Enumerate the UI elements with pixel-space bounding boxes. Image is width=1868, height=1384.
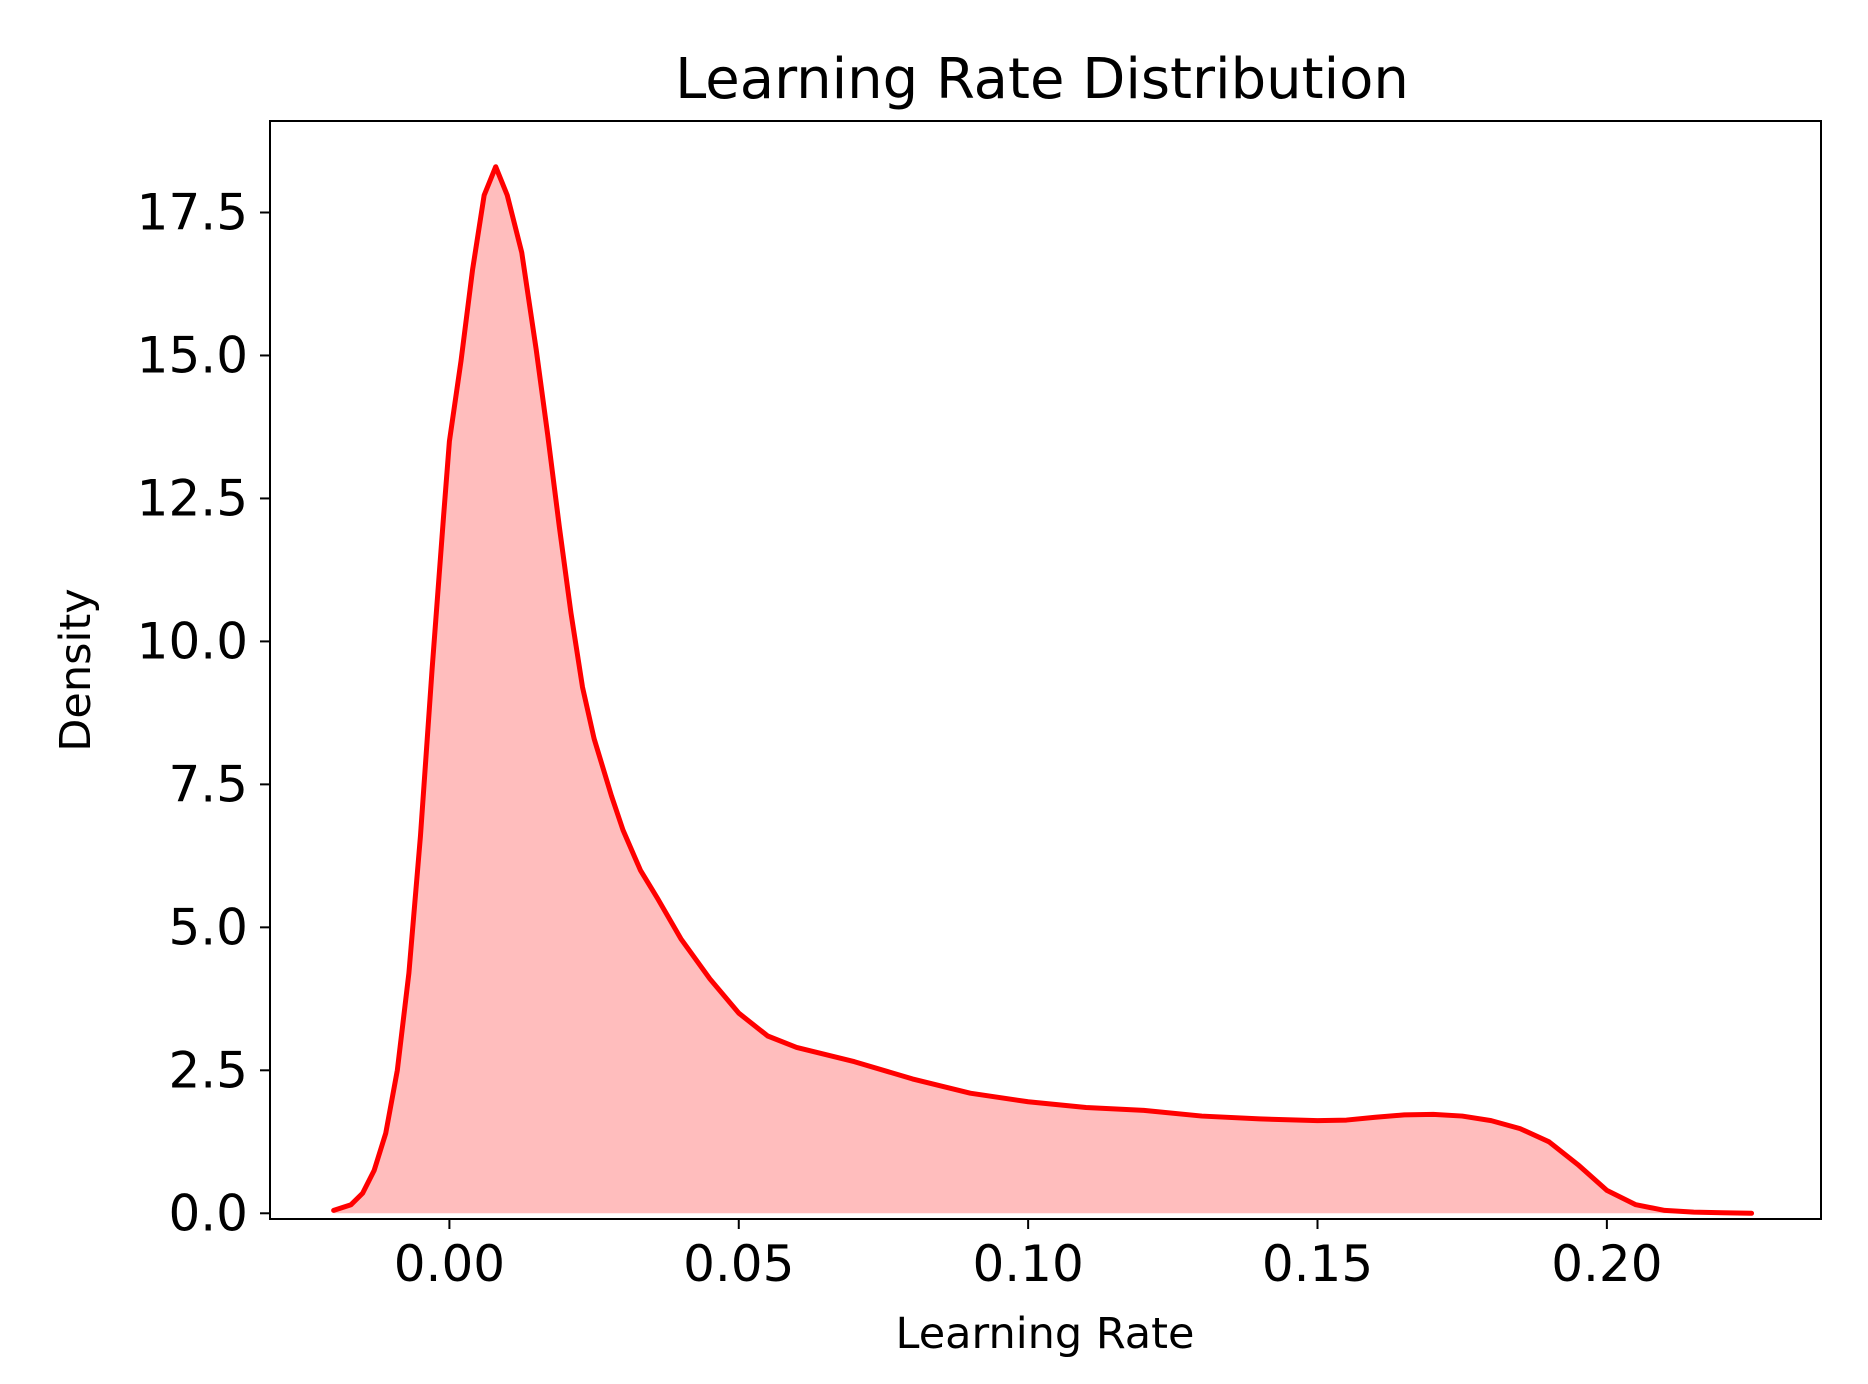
- y-tick-label: 2.5: [168, 1041, 248, 1099]
- y-axis-label: Density: [51, 588, 101, 751]
- y-tick-label: 10.0: [137, 612, 248, 670]
- x-tick-label: 0.10: [972, 1235, 1083, 1293]
- plot-frame: [269, 120, 1822, 1220]
- density-curve-line: [331, 164, 1755, 1216]
- y-tick-label: 5.0: [168, 898, 248, 956]
- y-tick-label: 7.5: [168, 755, 248, 813]
- y-axis: 0.0 2.5 5.0 7.5 10.0 12.5 15.0 17.5: [137, 184, 270, 1242]
- x-tick-label: 0.00: [394, 1235, 505, 1293]
- y-tick-label: 15.0: [137, 326, 248, 384]
- x-tick-label: 0.20: [1551, 1235, 1662, 1293]
- y-tick-label: 17.5: [137, 184, 248, 242]
- x-axis-label: Learning Rate: [896, 1309, 1195, 1359]
- chart-title: Learning Rate Distribution: [675, 47, 1409, 112]
- x-axis: 0.00 0.05 0.10 0.15 0.20: [394, 1219, 1663, 1293]
- x-tick-label: 0.05: [683, 1235, 794, 1293]
- plot-area: [269, 120, 1822, 1220]
- y-tick-label: 0.0: [168, 1184, 248, 1242]
- x-tick-label: 0.15: [1262, 1235, 1373, 1293]
- y-tick-label: 12.5: [137, 469, 248, 527]
